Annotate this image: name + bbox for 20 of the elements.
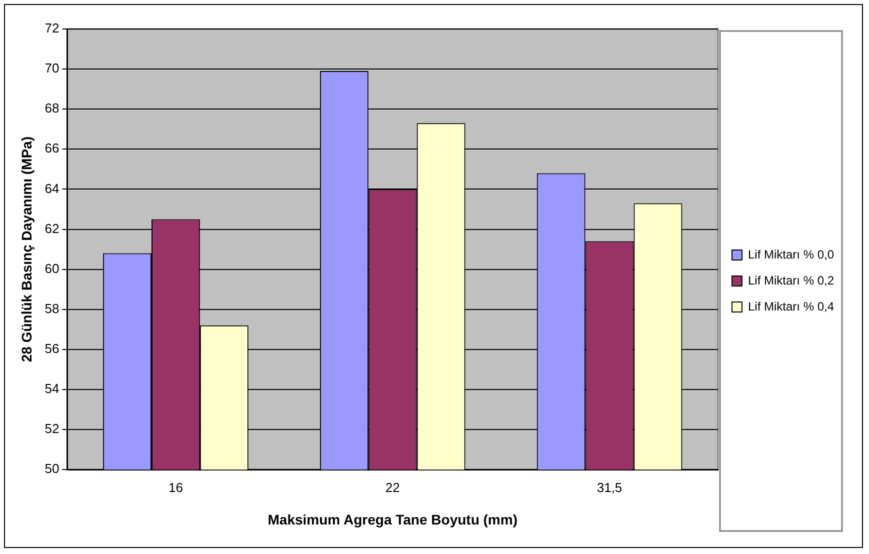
y-tick-label: 70 [44, 60, 60, 76]
y-axis-title: 28 Günlük Basınç Dayanımı (MPa) [18, 136, 34, 362]
legend-label: Lif Miktarı % 0,2 [748, 273, 834, 288]
y-tick-label: 68 [44, 100, 60, 116]
y-tick-label: 62 [44, 220, 60, 236]
x-tick-label: 16 [168, 480, 183, 495]
x-tick-label: 31,5 [596, 480, 622, 495]
x-axis-title: Maksimum Agrega Tane Boyutu (mm) [268, 511, 518, 528]
y-tick-label: 56 [44, 341, 60, 356]
y-tick-label: 72 [44, 20, 60, 36]
y-tick-label: 66 [44, 140, 60, 156]
y-tick-label: 50 [44, 461, 60, 476]
y-tick-label: 58 [44, 300, 60, 316]
x-tick-label: 22 [385, 480, 400, 495]
y-tick-label: 60 [44, 260, 60, 276]
y-tick-label: 64 [44, 180, 60, 196]
legend-label: Lif Miktarı % 0,4 [748, 299, 834, 314]
y-tick-label: 54 [44, 381, 60, 396]
y-tick-label: 52 [44, 421, 60, 436]
legend-label: Lif Miktarı % 0,0 [748, 247, 834, 262]
